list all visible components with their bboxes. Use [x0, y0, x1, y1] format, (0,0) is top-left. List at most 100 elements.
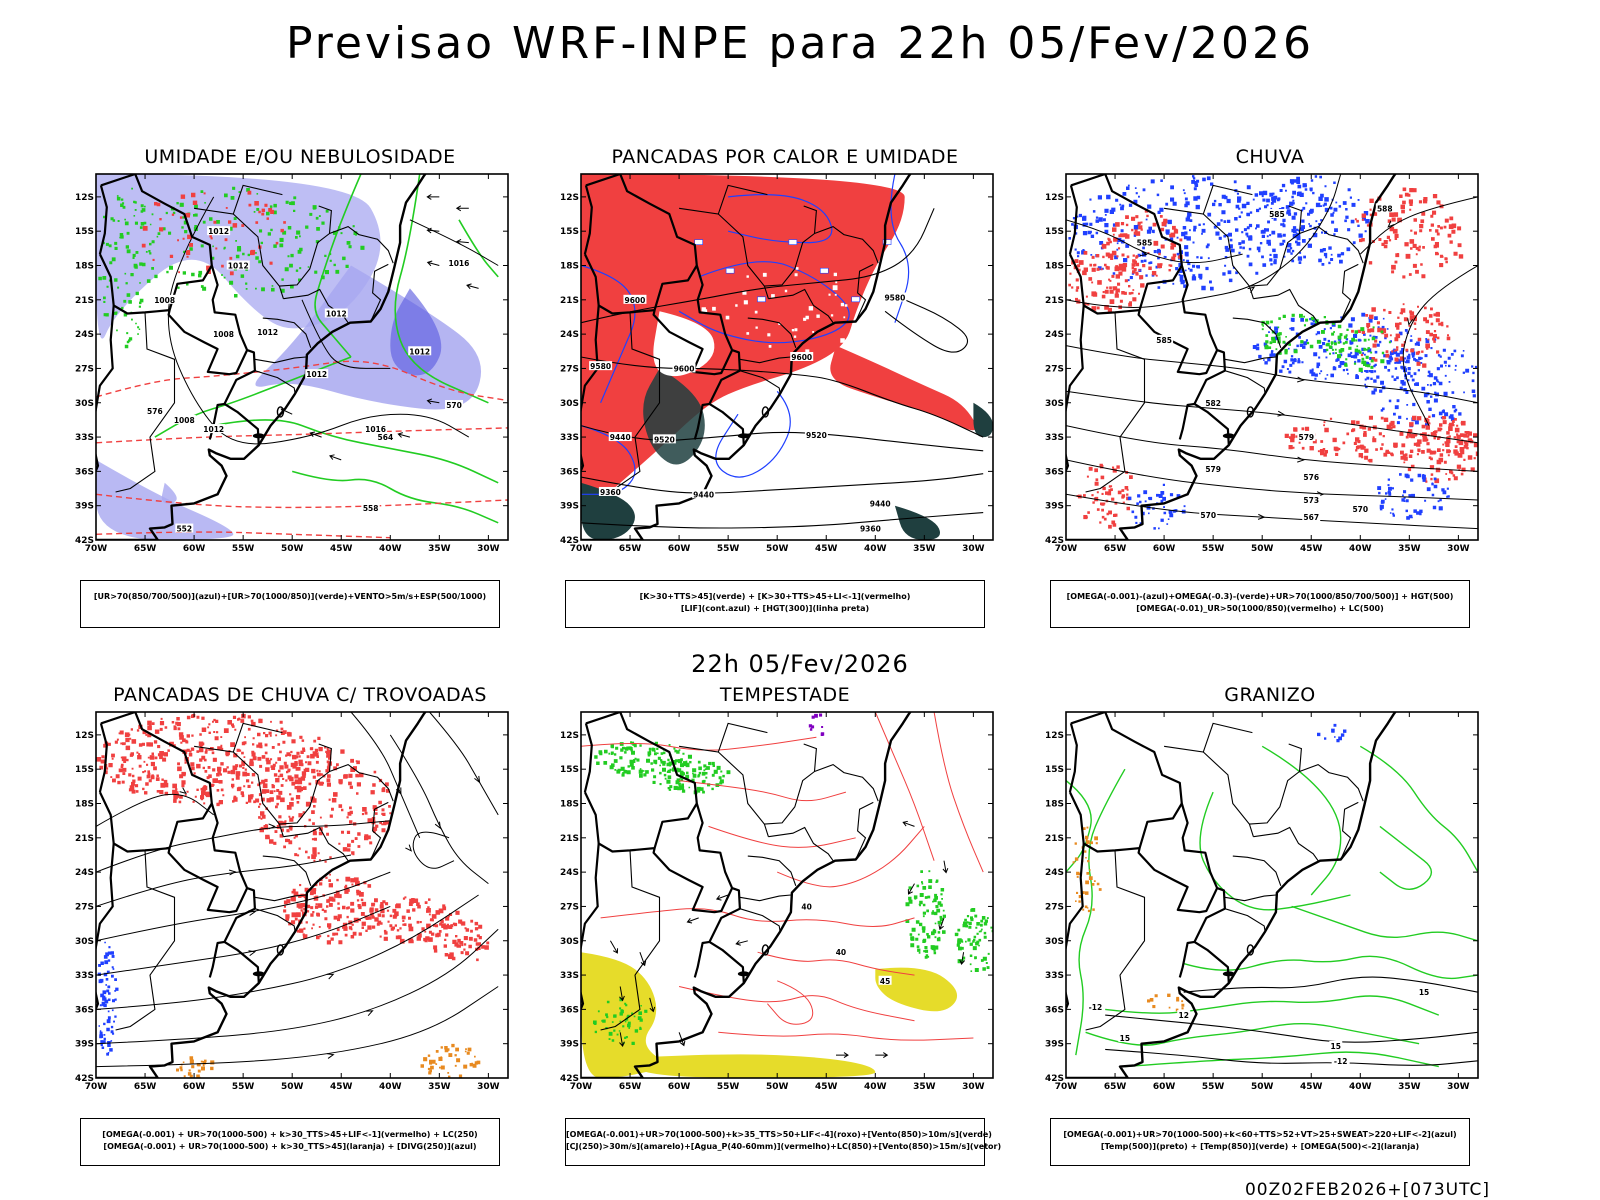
contour-label: 1012: [409, 347, 430, 356]
precip-cells: [808, 713, 825, 736]
lon-tick-label: 70W: [1055, 1082, 1078, 1092]
streamline-arrow: [405, 844, 413, 852]
lat-tick-label: 42S: [560, 1074, 579, 1084]
streamline: [1066, 174, 1342, 308]
wind-vector: [686, 917, 699, 924]
streamline: [96, 854, 352, 907]
lat-tick-label: 12S: [1045, 193, 1064, 203]
coastline: [96, 174, 427, 540]
contour-label: 576: [147, 407, 163, 416]
legend-line: [OMEGA(-0.001) + UR>70(1000-500) + k>30_…: [102, 1130, 478, 1139]
contour-line: [1105, 1014, 1478, 1043]
lagoa-dos-patos: [276, 944, 285, 956]
map-umidade: 1012 1012 1012 1012 1012 1012 1012 1008 1008 1008…: [75, 173, 509, 554]
contour-label-bg: [1417, 987, 1431, 997]
streamline: [96, 928, 499, 1045]
contour-label: 9580: [884, 294, 905, 303]
lat-tick-label: 39S: [75, 1040, 94, 1050]
lat-tick-label: 30S: [560, 937, 579, 947]
map-content: 9600 9580 9600 9600 9580 9520 9520 9440 9440 9440…: [581, 174, 993, 540]
contour-line: [1291, 905, 1478, 942]
country-border: [98, 253, 213, 315]
contour-label-bg: [1155, 334, 1174, 344]
coastline: [1066, 174, 1397, 540]
panel-tempestade: TEMPESTADE 40 40 45 12S 15S 18S 21S 24S 27S 30S 33…: [560, 684, 1005, 1166]
contour-line: [96, 427, 508, 444]
country-border: [693, 402, 710, 440]
wind-vector: [426, 398, 440, 405]
lat-tick-label: 12S: [75, 731, 94, 741]
contour-label-bg: [1135, 237, 1154, 247]
lon-tick-label: 70W: [85, 1082, 108, 1092]
precip-cells: [1351, 303, 1451, 368]
contour-label: 1012: [228, 262, 249, 271]
precip-cells: [1072, 826, 1102, 913]
streamline-arrow: [326, 1053, 335, 1059]
country-border: [96, 843, 115, 1012]
state-border: [262, 317, 312, 348]
contour-line: [715, 390, 791, 478]
contour-line: [96, 531, 391, 539]
lon-tick-label: 70W: [85, 544, 108, 554]
state-border: [768, 288, 834, 324]
lat-tick-label: 30S: [75, 937, 94, 947]
lat-tick-label: 24S: [560, 868, 579, 878]
contour-label: 567: [1303, 513, 1319, 522]
contour-label-bg: [692, 489, 716, 499]
state-border: [329, 763, 394, 802]
lat-tick-label: 27S: [1045, 364, 1064, 374]
plot-frame: [580, 711, 994, 1079]
panel-title: PANCADAS POR CALOR E UMIDADE: [611, 146, 959, 168]
lon-tick-label: 45W: [330, 1082, 353, 1092]
lat-tick-label: 24S: [75, 330, 94, 340]
state-border: [764, 743, 817, 825]
wind-vector: [836, 1052, 849, 1059]
legend-box: [K>30+TTS>45](verde) + [K>30+TTS>45+LI<-…: [565, 580, 985, 628]
contour-label: 570: [446, 401, 462, 410]
map-content: 1012 1012 1012 1012 1012 1012 1012 1008 1008 1008…: [96, 174, 508, 540]
contour-line: [767, 980, 814, 1025]
contour-label: -12: [1089, 1003, 1103, 1012]
lon-tick-label: 60W: [668, 544, 691, 554]
contour-line: [581, 473, 984, 494]
contour-line: [581, 512, 984, 529]
lon-tick-label: 45W: [1300, 544, 1323, 554]
map-content: 40 40 45: [581, 712, 993, 1078]
streamline-arrow: [1257, 513, 1266, 520]
plot-frame: [580, 173, 994, 541]
contour-line: [291, 470, 499, 524]
state-border: [747, 317, 797, 348]
contour-label-bg: [589, 361, 613, 371]
wind-vector: [329, 454, 342, 461]
wind-vector: [466, 283, 479, 290]
lat-tick-label: 24S: [1045, 868, 1064, 878]
lat-tick-label: 36S: [1045, 467, 1064, 477]
country-border: [583, 723, 593, 793]
country-border: [652, 847, 734, 914]
country-border: [581, 843, 600, 1012]
lat-tick-label: 27S: [1045, 902, 1064, 912]
contour-line: [708, 825, 856, 848]
contour-label: 9600: [674, 364, 695, 373]
contour-label: 9440: [870, 499, 891, 508]
lat-tick-label: 36S: [560, 467, 579, 477]
contour-label-bg: [408, 346, 432, 356]
contour-label: 1008: [213, 330, 234, 339]
lon-tick-label: 35W: [428, 1082, 451, 1092]
legend-line: [K>30+TTS>45](verde) + [K>30+TTS>45+LI<-…: [639, 592, 911, 601]
lon-tick-label: 40W: [379, 1082, 402, 1092]
country-border: [585, 174, 745, 446]
lon-tick-label: 45W: [330, 544, 353, 554]
contour-label-bg: [868, 498, 892, 508]
lat-tick-label: 39S: [75, 502, 94, 512]
lat-tick-label: 27S: [560, 902, 579, 912]
contour-label: 585: [1269, 210, 1285, 219]
state-border: [747, 855, 797, 886]
country-border: [652, 309, 734, 376]
lon-tick-label: 55W: [1202, 544, 1225, 554]
lon-tick-label: 55W: [232, 1082, 255, 1092]
contour-label-bg: [153, 294, 177, 304]
contour-line: [757, 951, 915, 976]
state-border: [1299, 763, 1364, 802]
